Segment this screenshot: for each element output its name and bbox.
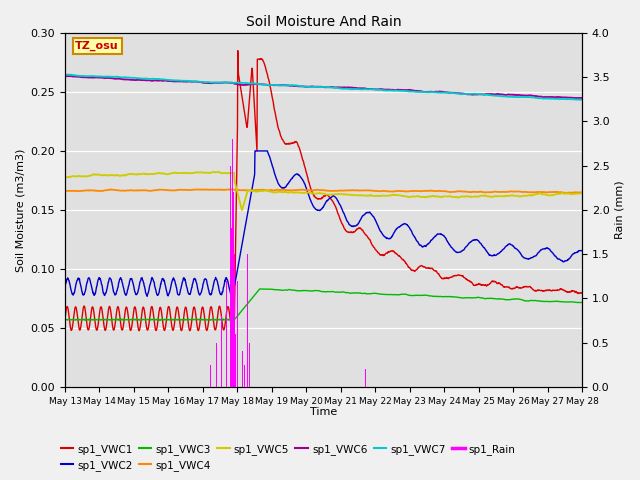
- sp1_VWC7: [521, 94, 529, 100]
- sp1_VWC4: [445, 189, 453, 195]
- sp1_VWC3: [61, 317, 69, 323]
- sp1_VWC4: [200, 187, 207, 192]
- Bar: [221, 316, 222, 387]
- Bar: [234, 254, 235, 387]
- sp1_VWC6: [310, 84, 317, 89]
- sp1_VWC7: [445, 90, 453, 96]
- Line: sp1_VWC4: sp1_VWC4: [65, 190, 582, 193]
- Line: sp1_VWC5: sp1_VWC5: [65, 172, 582, 210]
- sp1_VWC2: [522, 255, 529, 261]
- sp1_VWC1: [301, 163, 308, 169]
- sp1_VWC7: [61, 72, 69, 77]
- sp1_VWC1: [234, 48, 242, 54]
- sp1_VWC2: [578, 248, 586, 253]
- Bar: [210, 365, 211, 387]
- Bar: [232, 139, 233, 387]
- sp1_VWC4: [521, 189, 529, 195]
- sp1_VWC4: [300, 187, 308, 193]
- sp1_VWC1: [310, 193, 318, 199]
- sp1_VWC3: [310, 288, 318, 294]
- sp1_VWC2: [301, 180, 308, 186]
- sp1_VWC1: [578, 290, 586, 296]
- sp1_VWC2: [572, 250, 580, 256]
- Bar: [228, 104, 230, 387]
- sp1_VWC4: [142, 188, 150, 193]
- sp1_VWC2: [143, 293, 151, 299]
- sp1_VWC7: [61, 72, 69, 77]
- sp1_VWC2: [252, 148, 259, 154]
- Bar: [250, 360, 252, 387]
- sp1_VWC5: [446, 193, 454, 199]
- sp1_VWC5: [310, 191, 318, 196]
- sp1_VWC1: [61, 316, 69, 322]
- Y-axis label: Soil Moisture (m3/m3): Soil Moisture (m3/m3): [15, 148, 25, 272]
- Line: sp1_VWC3: sp1_VWC3: [65, 289, 582, 320]
- sp1_VWC5: [61, 175, 69, 180]
- Bar: [365, 369, 366, 387]
- Line: sp1_VWC2: sp1_VWC2: [65, 151, 582, 296]
- Bar: [231, 228, 232, 387]
- Bar: [230, 166, 231, 387]
- sp1_VWC7: [142, 76, 150, 82]
- sp1_VWC6: [572, 95, 579, 101]
- Text: TZ_osu: TZ_osu: [76, 41, 119, 51]
- X-axis label: Time: Time: [310, 407, 337, 417]
- sp1_VWC5: [214, 169, 222, 175]
- sp1_VWC2: [310, 204, 318, 210]
- sp1_VWC6: [572, 95, 580, 101]
- sp1_VWC1: [135, 328, 143, 334]
- sp1_VWC7: [578, 97, 586, 103]
- Line: sp1_VWC7: sp1_VWC7: [65, 74, 582, 100]
- sp1_VWC6: [445, 90, 453, 96]
- sp1_VWC4: [572, 190, 580, 195]
- sp1_VWC7: [300, 84, 308, 89]
- sp1_VWC5: [238, 207, 246, 213]
- sp1_VWC7: [310, 84, 317, 90]
- sp1_VWC3: [257, 286, 264, 292]
- sp1_VWC2: [61, 284, 69, 289]
- sp1_VWC7: [572, 96, 579, 102]
- sp1_VWC3: [578, 300, 586, 305]
- sp1_VWC4: [310, 187, 317, 193]
- Line: sp1_VWC1: sp1_VWC1: [65, 51, 582, 331]
- sp1_VWC5: [301, 190, 308, 196]
- sp1_VWC6: [61, 73, 69, 79]
- sp1_VWC3: [522, 298, 529, 304]
- sp1_VWC4: [61, 188, 69, 194]
- sp1_VWC6: [521, 93, 529, 98]
- sp1_VWC5: [522, 193, 529, 199]
- Legend: sp1_VWC1, sp1_VWC2, sp1_VWC3, sp1_VWC4, sp1_VWC5, sp1_VWC6, sp1_VWC7, sp1_Rain: sp1_VWC1, sp1_VWC2, sp1_VWC3, sp1_VWC4, …: [56, 439, 520, 475]
- sp1_VWC3: [142, 317, 150, 323]
- sp1_VWC6: [578, 95, 586, 101]
- Bar: [216, 343, 218, 387]
- Bar: [235, 334, 236, 387]
- sp1_VWC6: [300, 84, 308, 89]
- sp1_VWC1: [446, 275, 454, 281]
- sp1_VWC5: [578, 191, 586, 196]
- sp1_VWC5: [572, 191, 580, 196]
- sp1_VWC6: [142, 78, 150, 84]
- sp1_VWC3: [301, 288, 308, 293]
- Y-axis label: Rain (mm): Rain (mm): [615, 180, 625, 239]
- Bar: [247, 254, 248, 387]
- sp1_VWC1: [572, 288, 580, 294]
- sp1_VWC2: [142, 290, 150, 296]
- sp1_VWC1: [142, 322, 150, 328]
- Bar: [249, 343, 250, 387]
- sp1_VWC4: [578, 190, 586, 195]
- sp1_VWC4: [563, 190, 570, 196]
- sp1_VWC3: [446, 294, 454, 300]
- sp1_VWC6: [64, 73, 72, 79]
- Title: Soil Moisture And Rain: Soil Moisture And Rain: [246, 15, 401, 29]
- Bar: [237, 281, 238, 387]
- Line: sp1_VWC6: sp1_VWC6: [65, 76, 582, 98]
- sp1_VWC1: [522, 284, 529, 289]
- sp1_VWC3: [156, 317, 163, 323]
- sp1_VWC5: [142, 171, 150, 177]
- sp1_VWC3: [572, 300, 580, 305]
- sp1_VWC2: [446, 242, 454, 248]
